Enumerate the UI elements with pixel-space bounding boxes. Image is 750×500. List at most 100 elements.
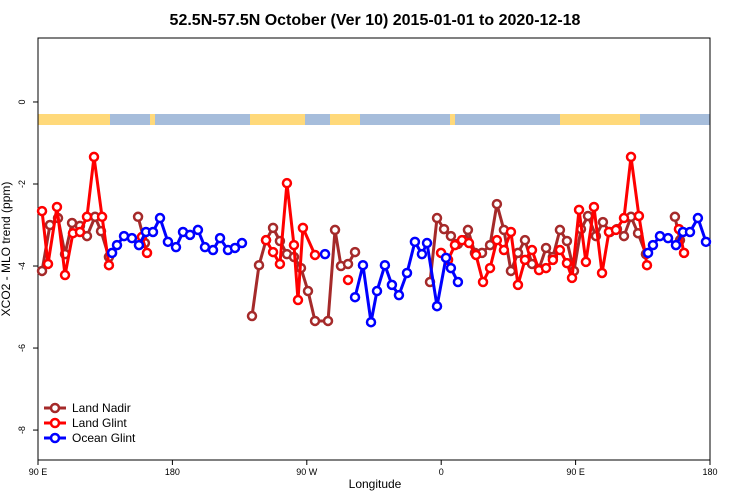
point xyxy=(692,212,704,224)
point xyxy=(554,224,566,236)
point xyxy=(274,258,286,270)
point xyxy=(297,222,309,234)
point xyxy=(36,205,48,217)
point xyxy=(491,198,503,210)
point xyxy=(519,234,531,246)
point xyxy=(540,242,552,254)
point xyxy=(365,316,377,328)
point xyxy=(409,236,421,248)
point xyxy=(566,272,578,284)
x-tick-label: 90 E xyxy=(566,467,585,477)
point xyxy=(111,239,123,251)
legend-marker xyxy=(49,432,61,444)
legend-label: Land Glint xyxy=(72,416,127,430)
point xyxy=(88,151,100,163)
point xyxy=(498,244,510,256)
point xyxy=(236,237,248,249)
point xyxy=(662,232,674,244)
point xyxy=(207,244,219,256)
point xyxy=(260,234,272,246)
y-tick-label: -4 xyxy=(17,262,27,270)
point xyxy=(470,249,482,261)
point xyxy=(192,224,204,236)
point xyxy=(618,212,630,224)
y-tick-label: -2 xyxy=(17,180,27,188)
point xyxy=(170,241,182,253)
point xyxy=(463,237,475,249)
point xyxy=(154,212,166,224)
y-tick-label: -8 xyxy=(17,426,27,434)
x-tick-label: 180 xyxy=(165,467,180,477)
point xyxy=(431,300,443,312)
point xyxy=(421,237,433,249)
point xyxy=(547,254,559,266)
point xyxy=(199,241,211,253)
point xyxy=(597,216,609,228)
point xyxy=(103,259,115,271)
point xyxy=(540,262,552,274)
point xyxy=(462,224,474,236)
point xyxy=(519,254,531,266)
point xyxy=(309,249,321,261)
x-tick-label: 180 xyxy=(702,467,717,477)
legend-label: Ocean Glint xyxy=(72,431,136,445)
point xyxy=(561,235,573,247)
point xyxy=(633,210,645,222)
point xyxy=(133,239,145,251)
plot-frame xyxy=(37,37,711,461)
point xyxy=(554,244,566,256)
point xyxy=(309,315,321,327)
point xyxy=(561,257,573,269)
point xyxy=(625,151,637,163)
legend-label: Land Nadir xyxy=(72,401,131,415)
point xyxy=(141,247,153,259)
point xyxy=(253,259,265,271)
point xyxy=(393,289,405,301)
point xyxy=(147,226,159,238)
point xyxy=(229,242,241,254)
point xyxy=(580,256,592,268)
point xyxy=(349,246,361,258)
point xyxy=(484,262,496,274)
land-ocean-band xyxy=(38,114,710,125)
point xyxy=(700,236,712,248)
point xyxy=(512,279,524,291)
point xyxy=(642,247,654,259)
x-tick-label: 90 W xyxy=(296,467,318,477)
point xyxy=(445,230,457,242)
point xyxy=(267,222,279,234)
point xyxy=(267,246,279,258)
point xyxy=(96,211,108,223)
point xyxy=(526,244,538,256)
point xyxy=(440,252,452,264)
point xyxy=(162,236,174,248)
point xyxy=(126,232,138,244)
point xyxy=(449,239,461,251)
point xyxy=(669,211,681,223)
point xyxy=(288,239,300,251)
point xyxy=(452,276,464,288)
point xyxy=(59,269,71,281)
point xyxy=(357,259,369,271)
point xyxy=(484,239,496,251)
point xyxy=(42,258,54,270)
y-axis-label: XCO2 - MLO trend (ppm) xyxy=(0,182,13,317)
point xyxy=(610,224,622,236)
legend-marker xyxy=(49,402,61,414)
point xyxy=(401,267,413,279)
point xyxy=(51,201,63,213)
point xyxy=(491,234,503,246)
series-line xyxy=(40,156,686,301)
point xyxy=(132,211,144,223)
legend-marker xyxy=(49,417,61,429)
point xyxy=(106,247,118,259)
point xyxy=(588,201,600,213)
point xyxy=(342,258,354,270)
point xyxy=(342,274,354,286)
y-tick-label: -6 xyxy=(17,344,27,352)
point xyxy=(678,247,690,259)
point xyxy=(379,259,391,271)
point xyxy=(319,248,331,260)
point xyxy=(349,291,361,303)
